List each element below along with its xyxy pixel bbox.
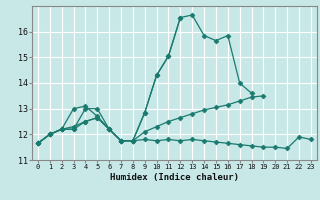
X-axis label: Humidex (Indice chaleur): Humidex (Indice chaleur) (110, 173, 239, 182)
